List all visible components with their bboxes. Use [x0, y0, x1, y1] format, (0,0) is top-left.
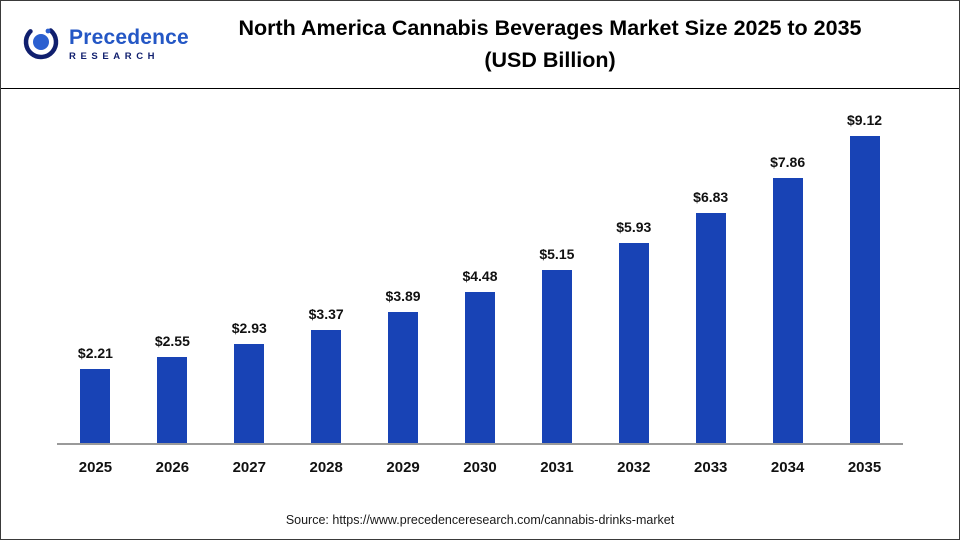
source-line: Source: https://www.precedenceresearch.c…	[1, 513, 959, 527]
x-tick-label: 2032	[617, 459, 651, 476]
bar-group: $2.55	[134, 333, 211, 443]
logo-wordmark: Precedence	[69, 25, 189, 49]
x-tick-label: 2030	[463, 459, 497, 476]
logo-text: Precedence RESEARCH	[69, 25, 189, 63]
chart-title-line1: North America Cannabis Beverages Market …	[238, 16, 862, 41]
bar-value-label: $7.86	[770, 154, 806, 171]
bar	[234, 344, 265, 443]
source-text: Source: https://www.precedenceresearch.c…	[285, 513, 675, 527]
bar-group: $9.12	[826, 112, 903, 443]
bar	[695, 213, 726, 443]
x-tick-label: 2026	[155, 459, 190, 476]
logo-sub-wordmark: RESEARCH	[69, 51, 160, 63]
bar-group: $3.89	[365, 288, 442, 443]
x-tick-label: 2035	[847, 459, 882, 476]
bar	[388, 312, 419, 443]
bar-value-label: $4.48	[462, 268, 498, 285]
bar-value-label: $9.12	[846, 111, 883, 128]
bar-group: $2.21	[57, 345, 134, 443]
x-tick-label: 2027	[232, 459, 266, 476]
bar	[849, 135, 880, 443]
bar-value-label: $2.93	[231, 320, 267, 337]
bar-value-label: $2.55	[154, 333, 190, 350]
bar-chart: $2.21 $2.55 $2.93 $3.37 $3.89 $4.48 $5.15 $5.93…	[57, 89, 903, 476]
x-tick-label: 2034	[770, 459, 805, 476]
bar	[541, 269, 572, 443]
x-axis: 2025 2026 2027 2028 2029 2030 2031 2032 2033 2034…	[57, 445, 903, 476]
bar-value-label: $6.83	[693, 189, 729, 205]
bar-group: $3.37	[288, 305, 365, 443]
x-tick-label: 2025	[78, 459, 113, 476]
bar	[80, 368, 111, 443]
bar-value-label: $5.93	[616, 219, 652, 236]
x-tick-label: 2031	[540, 459, 574, 476]
bar	[157, 357, 188, 443]
x-tick-label: 2028	[309, 459, 343, 476]
header: Precedence RESEARCH North America Cannab…	[1, 1, 959, 89]
bar-group: $4.48	[442, 268, 519, 443]
plot-area: $2.21 $2.55 $2.93 $3.37 $3.89 $4.48 $5.15 $5.93…	[57, 89, 903, 445]
bar-value-label: $3.89	[385, 288, 421, 304]
bar	[772, 178, 803, 443]
bar-group: $6.83	[672, 189, 749, 443]
bar-group: $7.86	[749, 154, 826, 443]
bar-group: $5.93	[595, 219, 672, 443]
bar	[464, 292, 495, 443]
bar-group: $2.93	[211, 320, 288, 443]
bar-group: $5.15	[518, 246, 595, 443]
bar-value-label: $2.21	[77, 344, 113, 361]
bar	[311, 329, 342, 443]
chart-title: North America Cannabis Beverages Market …	[191, 13, 939, 75]
chart-title-line2: (USD Billion)	[484, 47, 616, 72]
x-tick-label: 2033	[694, 459, 728, 476]
bar-value-label: $5.15	[539, 245, 575, 262]
bar	[618, 243, 649, 443]
precedence-research-logo: Precedence RESEARCH	[21, 22, 191, 67]
x-tick-label: 2029	[386, 459, 420, 476]
logo-orbit-icon	[21, 22, 61, 67]
bar-value-label: $3.37	[308, 305, 344, 322]
